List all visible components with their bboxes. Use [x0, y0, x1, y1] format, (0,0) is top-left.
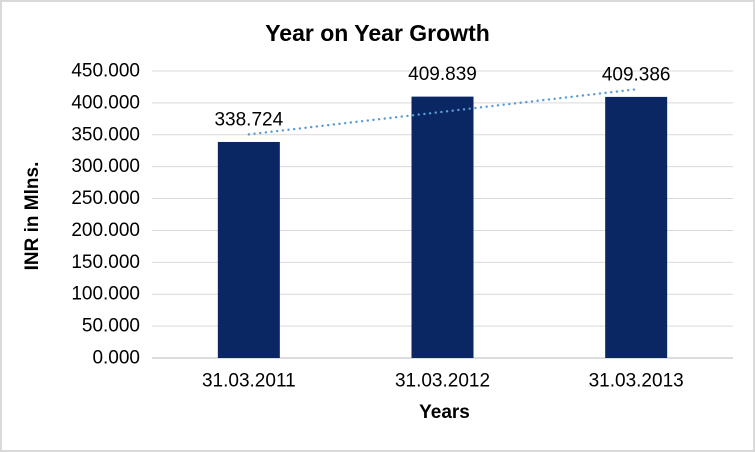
x-tick-label: 31.03.2012 [395, 371, 490, 392]
y-tick-label: 200.000 [71, 220, 140, 241]
data-label: 409.386 [602, 64, 671, 85]
data-label: 338.724 [214, 109, 283, 130]
y-tick-label: 150.000 [71, 252, 140, 273]
bar [411, 96, 474, 358]
y-tick-label: 0.000 [92, 348, 140, 369]
y-tick-label: 450.000 [71, 61, 140, 82]
chart-title: Year on Year Growth [265, 20, 490, 46]
x-axis-title: Years [419, 402, 470, 423]
x-tick-label: 31.03.2013 [589, 371, 684, 392]
y-tick-label: 100.000 [71, 284, 140, 305]
y-tick-label: 300.000 [71, 156, 140, 177]
y-tick-label: 400.000 [71, 92, 140, 113]
data-label: 409.839 [408, 64, 477, 85]
bar [605, 96, 668, 358]
y-tick-label: 350.000 [71, 124, 140, 145]
y-tick-label: 50.000 [82, 316, 140, 337]
y-tick-label: 250.000 [71, 188, 140, 209]
trendline [247, 88, 638, 136]
x-tick-label: 31.03.2011 [202, 371, 296, 392]
bar [217, 141, 280, 358]
